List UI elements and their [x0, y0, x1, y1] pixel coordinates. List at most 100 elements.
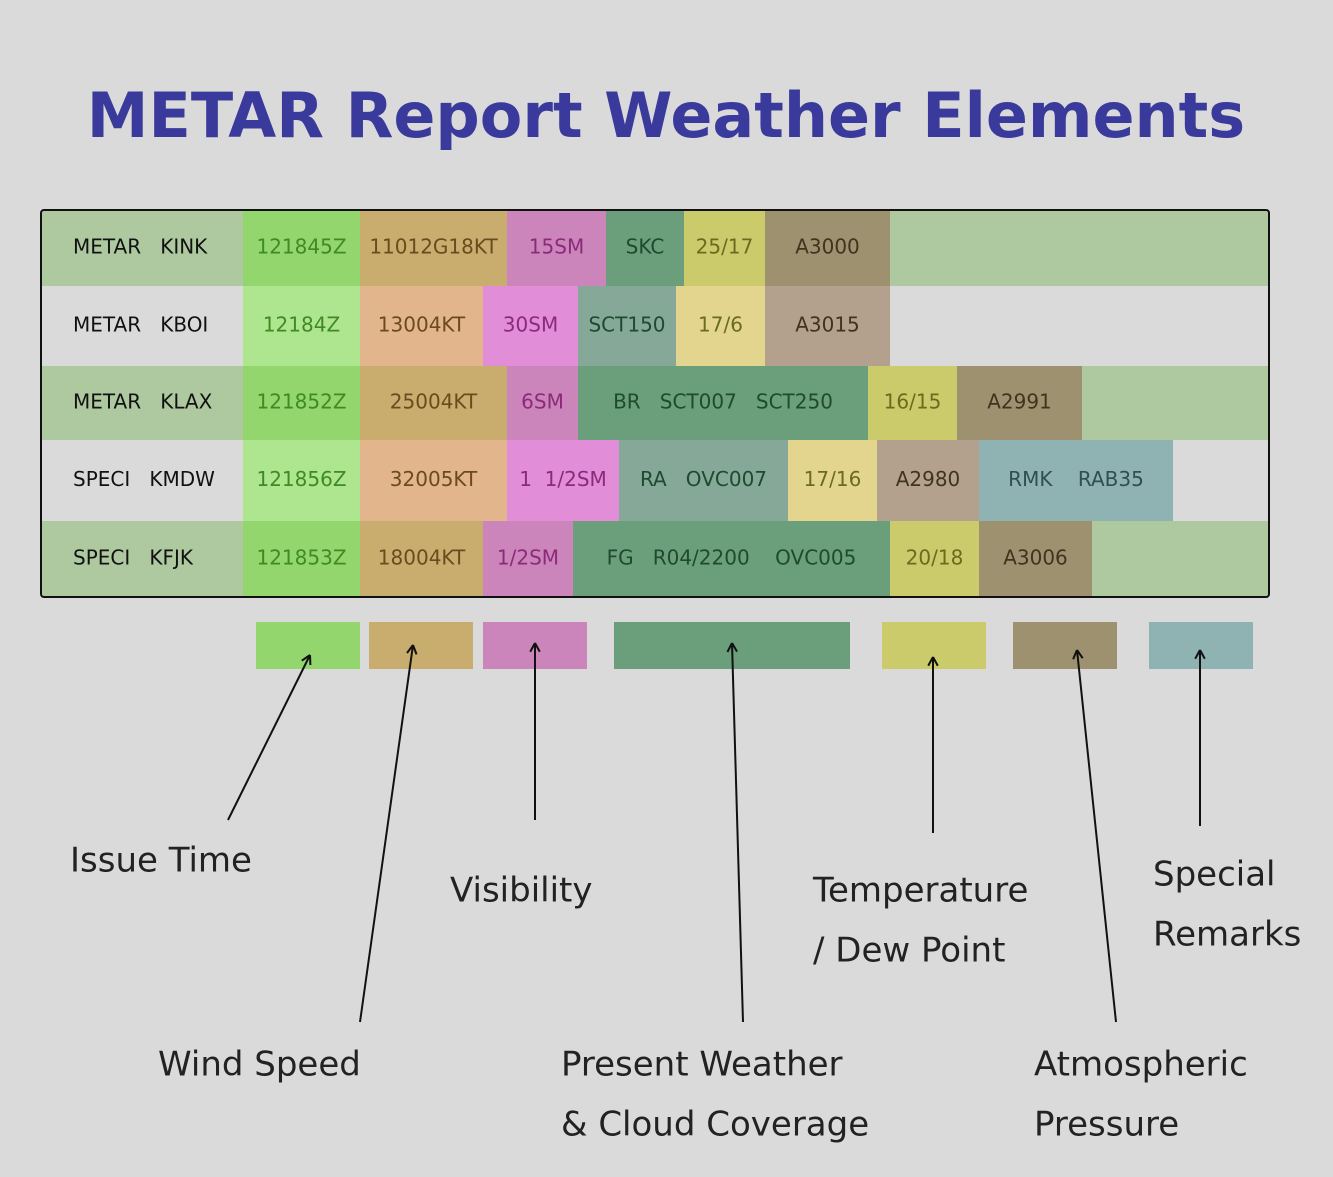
segment-text: 121853Z: [256, 546, 346, 570]
segment-text: 13004KT: [378, 313, 466, 337]
legend-label: Pressure: [1034, 1105, 1179, 1145]
segment-text: 25004KT: [390, 390, 478, 414]
segment-text: A2980: [896, 467, 961, 491]
segment-text: A2991: [987, 390, 1052, 414]
legend-swatch: [369, 622, 473, 669]
segment-text: 17/6: [698, 313, 743, 337]
segment-text: 20/18: [906, 546, 964, 570]
legend-label: Temperature: [812, 871, 1028, 911]
segment: [676, 286, 765, 366]
legend-label: Issue Time: [70, 841, 252, 881]
segment: [360, 286, 483, 366]
arrow-head: [731, 642, 738, 653]
segment-text: A3006: [1003, 546, 1068, 570]
legend-label: Remarks: [1153, 915, 1301, 955]
station-id: SPECI KMDW: [73, 467, 215, 491]
arrow-head: [927, 656, 934, 667]
segment: [360, 210, 507, 286]
segment: [243, 210, 360, 286]
arrow-head: [529, 642, 536, 653]
arrow-head: [726, 642, 733, 653]
segment: [877, 440, 979, 521]
arrow: [1076, 649, 1117, 1023]
segment: [868, 366, 957, 440]
arrow: [227, 654, 311, 821]
legend-label: / Dew Point: [813, 931, 1005, 971]
arrow: [731, 642, 744, 1023]
legend-label: Present Weather: [561, 1045, 843, 1085]
segment-text: 15SM: [529, 235, 584, 259]
segment: [243, 366, 360, 440]
arrow-head: [1072, 649, 1078, 660]
segment-text: 18004KT: [378, 546, 466, 570]
station-id: METAR KLAX: [73, 390, 213, 414]
segment-text: A3000: [795, 235, 860, 259]
segment: [684, 210, 765, 286]
segment: [619, 440, 788, 521]
arrow-head: [534, 642, 541, 653]
arrow-head: [932, 656, 939, 667]
segment-text: RMK RAB35: [1008, 467, 1144, 491]
segment: [483, 286, 578, 366]
arrow-head: [1194, 649, 1201, 660]
segment: [243, 286, 360, 366]
legend-label: Visibility: [450, 871, 593, 911]
segment-text: SKC: [626, 235, 665, 259]
segment: [578, 286, 676, 366]
segment: [483, 521, 573, 597]
segment-text: A3015: [795, 313, 860, 337]
arrow-head: [1076, 649, 1084, 659]
segment-text: 121856Z: [256, 467, 346, 491]
segment: [507, 366, 578, 440]
legend-label: Special: [1153, 855, 1276, 895]
legend-swatch: [256, 622, 360, 669]
segment-text: 121852Z: [256, 390, 346, 414]
segment-text: 11012G18KT: [369, 235, 498, 259]
segment-text: 17/16: [804, 467, 862, 491]
segment-text: 30SM: [503, 313, 558, 337]
segment-text: FG R04/2200 OVC005: [607, 546, 857, 570]
segment: [788, 440, 877, 521]
segment: [243, 440, 360, 521]
segment-text: 6SM: [521, 390, 564, 414]
arrow-head: [301, 654, 311, 662]
segment: [507, 210, 606, 286]
station-id: METAR KBOI: [73, 313, 208, 337]
segment-text: 25/17: [696, 235, 754, 259]
segment: [606, 210, 684, 286]
segment: [360, 521, 483, 597]
station-id: METAR KINK: [73, 235, 208, 259]
title: METAR Report Weather Elements: [87, 79, 1245, 152]
legend-label: Wind Speed: [158, 1045, 361, 1085]
station-id: SPECI KFJK: [73, 546, 194, 570]
segment: [979, 440, 1173, 521]
segment: [979, 521, 1092, 597]
segment: [765, 286, 890, 366]
segment-text: RA OVC007: [640, 467, 767, 491]
segment: [765, 210, 890, 286]
segment-text: 32005KT: [390, 467, 478, 491]
segment-text: 1 1/2SM: [519, 467, 607, 491]
segment: [507, 440, 619, 521]
legend-swatch: [1013, 622, 1117, 669]
segment: [360, 440, 507, 521]
arrow-head: [406, 644, 414, 654]
table-border: [40, 209, 1270, 598]
segment: [578, 366, 868, 440]
arrow: [359, 644, 414, 1023]
segment: [890, 521, 979, 597]
segment: [360, 366, 507, 440]
segment-text: 1/2SM: [497, 546, 559, 570]
arrow-head: [1199, 649, 1206, 660]
legend-label: Atmospheric: [1034, 1045, 1248, 1085]
segment-text: BR SCT007 SCT250: [613, 390, 833, 414]
segment-text: 16/15: [884, 390, 942, 414]
legend-label: & Cloud Coverage: [561, 1105, 869, 1145]
segment: [957, 366, 1082, 440]
arrow-head: [412, 644, 418, 655]
segment-text: 12184Z: [263, 313, 340, 337]
segment-text: SCT150: [588, 313, 665, 337]
segment: [243, 521, 360, 597]
segment-text: 121845Z: [256, 235, 346, 259]
